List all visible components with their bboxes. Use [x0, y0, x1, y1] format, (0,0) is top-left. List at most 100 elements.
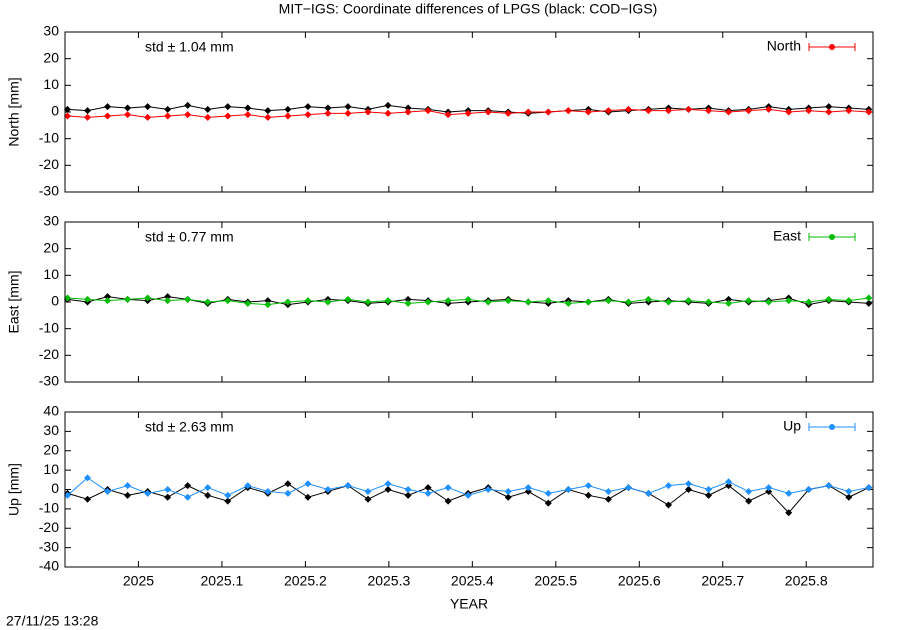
data-point — [184, 101, 192, 109]
data-point — [725, 108, 733, 116]
data-point — [64, 112, 72, 120]
data-point — [584, 482, 592, 490]
data-point — [685, 297, 693, 305]
data-point — [685, 105, 693, 113]
annotation: std ± 1.04 mm — [145, 39, 234, 55]
data-point — [304, 103, 312, 111]
timestamp: 27/11/25 13:28 — [6, 613, 99, 629]
data-point — [244, 111, 252, 119]
data-point — [404, 295, 412, 303]
x-tick-label: 2025.5 — [534, 573, 577, 589]
data-point — [364, 108, 372, 116]
data-point — [104, 297, 112, 305]
data-point — [524, 298, 532, 306]
data-point — [765, 484, 773, 492]
data-point — [765, 487, 773, 495]
data-point — [845, 107, 853, 115]
x-tick-label: 2025.6 — [618, 573, 661, 589]
data-point — [444, 497, 452, 505]
y-tick-label: 10 — [43, 266, 59, 282]
data-point — [524, 487, 532, 495]
data-point — [144, 103, 152, 111]
data-point — [124, 295, 132, 303]
data-point — [364, 487, 372, 495]
data-point — [204, 113, 212, 121]
data-point — [845, 487, 853, 495]
plot-frame — [64, 411, 874, 568]
data-point — [785, 297, 793, 305]
legend-label: Up — [783, 418, 801, 434]
data-point — [244, 104, 252, 112]
data-point — [504, 493, 512, 501]
data-point — [484, 108, 492, 116]
data-point — [404, 491, 412, 499]
legend-label: North — [767, 38, 801, 54]
annotation: std ± 0.77 mm — [145, 229, 234, 245]
data-point — [725, 295, 733, 303]
y-tick-label: -30 — [39, 183, 59, 199]
data-point — [224, 112, 232, 120]
data-point — [124, 482, 132, 490]
data-point — [244, 299, 252, 307]
data-point — [384, 486, 392, 493]
data-point — [164, 112, 172, 120]
data-point — [825, 108, 833, 116]
data-point — [284, 112, 292, 120]
data-point — [224, 103, 232, 111]
data-point — [745, 487, 753, 495]
data-point — [705, 298, 713, 306]
x-axis-label: YEAR — [450, 596, 488, 612]
data-point — [104, 103, 112, 111]
data-point — [644, 295, 652, 303]
data-point — [104, 487, 112, 495]
data-point — [144, 489, 152, 497]
data-point — [424, 489, 432, 497]
data-point — [624, 298, 632, 306]
data-point — [544, 297, 552, 305]
data-point — [84, 495, 92, 503]
data-point — [104, 293, 112, 301]
data-point — [644, 107, 652, 115]
data-point — [164, 493, 172, 501]
data-point — [544, 499, 552, 507]
data-point — [504, 109, 512, 117]
y-tick-label: -40 — [39, 558, 59, 574]
data-point — [184, 111, 192, 119]
chart-title: MIT−IGS: Coordinate differences of LPGS … — [279, 1, 658, 17]
data-point — [264, 297, 272, 305]
data-point — [344, 482, 352, 490]
data-point — [584, 298, 592, 306]
x-tick-label: 2025.8 — [785, 573, 828, 589]
data-point — [264, 301, 272, 309]
y-tick-label: 40 — [43, 403, 59, 419]
y-tick-label: -30 — [39, 373, 59, 389]
y-tick-label: -30 — [39, 538, 59, 554]
data-point — [204, 484, 212, 492]
data-point — [384, 101, 392, 109]
data-point — [705, 107, 713, 115]
legend-marker — [829, 234, 835, 240]
y-tick-label: -20 — [39, 346, 59, 362]
data-point — [805, 107, 813, 115]
data-point — [404, 299, 412, 307]
annotation: std ± 2.63 mm — [145, 419, 234, 435]
data-point — [444, 111, 452, 119]
data-point — [424, 107, 432, 115]
data-point — [344, 295, 352, 303]
y-tick-label: 30 — [43, 422, 59, 438]
y-tick-label: 0 — [51, 103, 59, 119]
y-tick-label: 20 — [43, 239, 59, 255]
data-point — [504, 487, 512, 495]
data-point — [685, 486, 693, 493]
data-point — [184, 493, 192, 501]
data-point — [444, 297, 452, 305]
data-point — [464, 109, 472, 117]
data-point — [164, 293, 172, 301]
data-point — [404, 486, 412, 493]
data-point — [124, 491, 132, 499]
y-tick-label: -10 — [39, 319, 59, 335]
y-tick-label: 20 — [43, 49, 59, 65]
data-point — [624, 484, 632, 492]
data-point — [604, 487, 612, 495]
